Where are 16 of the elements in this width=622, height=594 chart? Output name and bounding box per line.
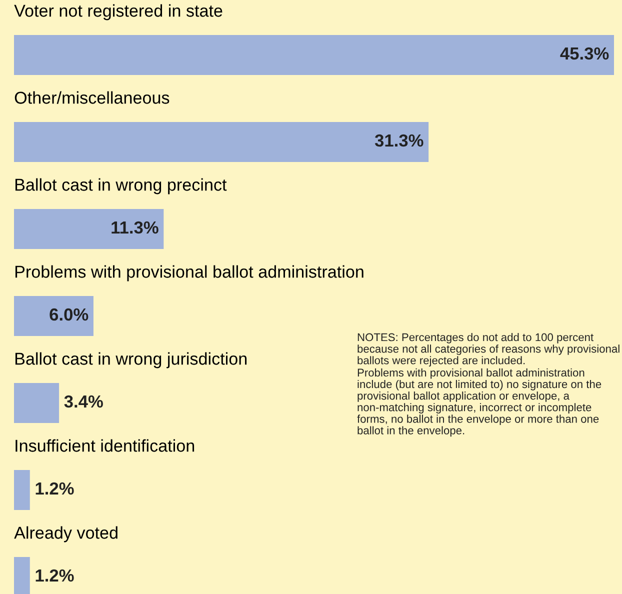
annotation: NOTES: Percentages do not add to 100 percent because not all categories of reasons why provisional ballots were rejected are included. [358,333,620,366]
y-tick-label: Insufficient identification [16,439,194,452]
data-label: 11.3% [112,221,158,234]
data-label: 3.4% [64,395,103,408]
y-tick-label: Ballot cast in wrong jurisdiction [15,352,247,368]
data-label: 6.0% [50,308,88,321]
annotation: Problems with provisional ballot administration include (but are not limited to) no signature on the provisional ballot application or envelope, a non-matching signature, incorrect or incomplete forms, no ballot in the envelope or more than one ballot in the envelope. [357,368,602,437]
data-label: 45.3% [560,47,609,60]
y-tick-label: Problems with provisional ballot administration [15,265,364,282]
data-label: 31.3% [374,134,424,147]
y-tick-label: Already voted [14,526,118,542]
y-tick-label: Voter not registered in state [14,4,222,20]
data-label: 1.2% [36,482,74,495]
data-label: 1.2% [36,569,74,582]
y-tick-label: Other/miscellaneous [14,91,170,104]
y-tick-label: Ballot cast in wrong precinct [15,178,227,194]
